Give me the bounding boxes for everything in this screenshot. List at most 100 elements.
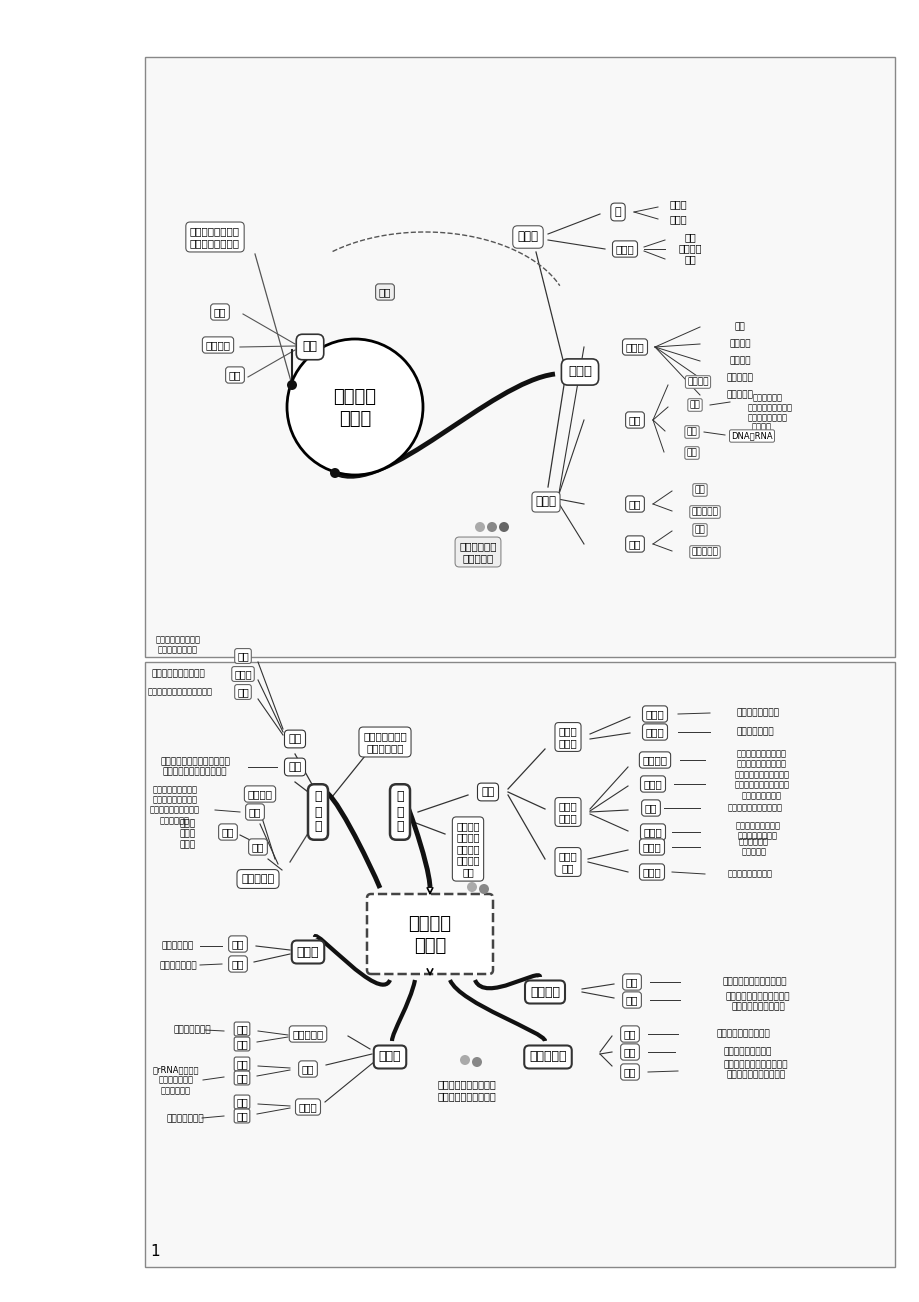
Text: 组成: 组成 [379,286,391,297]
Circle shape [474,522,484,533]
Text: 成分: 成分 [232,939,244,949]
Text: 蛋白质: 蛋白质 [625,342,643,352]
Text: 细胞骨架: 细胞骨架 [529,986,560,999]
Circle shape [486,522,496,533]
Text: 对来自内质网的蛋白质
进行加工、分类和包装: 对来自内质网的蛋白质 进行加工、分类和包装 [736,749,786,768]
Text: 的分子: 的分子 [338,410,370,428]
Text: 作用: 作用 [623,1029,636,1039]
Text: 化合物: 化合物 [567,366,591,379]
Text: 是遗传信息库，是细胞
代谢和遗传的控制中心: 是遗传信息库，是细胞 代谢和遗传的控制中心 [437,1079,496,1100]
Text: 蛋白质纤维组成的网状结构: 蛋白质纤维组成的网状结构 [722,978,787,987]
Text: 状态: 状态 [623,1047,636,1057]
Text: 功能: 功能 [232,960,244,969]
Text: 染色质: 染色质 [299,1101,317,1112]
Circle shape [287,339,423,475]
Text: 细胞核: 细胞核 [379,1051,401,1064]
Text: 结合水: 结合水 [668,214,686,224]
Text: 磷脂是构成细胞膜的重要成分: 磷脂是构成细胞膜的重要成分 [147,687,212,697]
Text: 存在形式: 存在形式 [205,340,231,350]
Text: 水: 水 [614,207,620,217]
Text: 元素: 元素 [302,341,317,354]
Text: 组成: 组成 [625,976,638,987]
Text: 组成细胞: 组成细胞 [333,388,376,406]
Text: 本结构: 本结构 [414,937,446,954]
Text: 中心体: 中心体 [642,867,661,878]
Text: 内质网: 内质网 [643,779,662,789]
Text: 自由水: 自由水 [668,199,686,210]
Text: 核酸分子的多样性: 核酸分子的多样性 [747,414,788,423]
Text: 脂质: 脂质 [237,687,249,697]
Text: 功能: 功能 [684,254,695,264]
Text: 蛋白质: 蛋白质 [234,669,252,680]
Text: 功能: 功能 [248,807,261,816]
Text: 结构: 结构 [236,1098,247,1107]
Text: 核仁: 核仁 [301,1064,314,1074]
Text: 糖类: 糖类 [237,651,249,661]
Text: 细
胞
器: 细 胞 器 [396,790,403,833]
Text: 细胞的基: 细胞的基 [408,915,451,934]
Text: 含量: 含量 [684,232,695,242]
Text: 生物膜系统: 生物膜系统 [241,874,274,884]
Text: 作用: 作用 [229,370,241,380]
Text: 高尔基体: 高尔基体 [641,755,667,766]
Text: 液泡: 液泡 [644,803,656,812]
Text: 概念: 概念 [252,842,264,852]
Text: 遗传物质的载体: 遗传物质的载体 [166,1115,204,1124]
Circle shape [479,884,489,894]
Text: 和特异性: 和特异性 [751,423,771,431]
Circle shape [287,380,297,391]
Text: 分子结构: 分子结构 [729,357,750,366]
Text: 元素: 元素 [694,526,705,535]
Text: 含有多种水解酶，可
分解细胞器和病毒: 含有多种水解酶，可 分解细胞器和病毒 [734,822,779,841]
Text: 研究意义: 研究意义 [247,789,272,799]
Bar [145,57,894,658]
Text: 实验：用
高倍显微
镜观察叶
绿体和线
粒体: 实验：用 高倍显微 镜观察叶 绿体和线 粒体 [456,820,479,878]
Text: 增大膜面积，与蛋白质、
脂质和糖类的合成有关，
蛋白质的运输通道: 增大膜面积，与蛋白质、 脂质和糖类的合成有关， 蛋白质的运输通道 [733,769,789,799]
Text: 无膜细
胞器: 无膜细 胞器 [558,852,577,872]
Text: 种类及作用: 种类及作用 [691,548,718,556]
Text: 功能: 功能 [236,1039,247,1049]
Text: 脂质: 脂质 [628,539,641,549]
Text: 溶酶体: 溶酶体 [643,827,662,837]
Text: 是rRNA合成、加
工和核糖体亚单
位的装配场所: 是rRNA合成、加 工和核糖体亚单 位的装配场所 [153,1065,199,1095]
Text: 功能: 功能 [288,762,301,772]
Text: 含量: 含量 [734,323,744,332]
Text: DNA和RNA: DNA和RNA [731,431,772,440]
Text: 核糖体: 核糖体 [642,842,661,852]
Text: 种类及作用: 种类及作用 [691,508,718,517]
Text: 基本组成单位: 基本组成单位 [752,393,782,402]
Text: 氨基酸合成蛋
白质的场所: 氨基酸合成蛋 白质的场所 [738,837,768,857]
Text: 无机物: 无机物 [516,230,538,243]
Text: 功能: 功能 [686,448,697,457]
Text: 保护、物质交换、能
量转化、信息传递等
提供酶的附着位点、使
细胞内区域化: 保护、物质交换、能 量转化、信息传递等 提供酶的附着位点、使 细胞内区域化 [150,785,199,825]
Text: 核酸: 核酸 [628,415,641,424]
Text: 无机盐: 无机盐 [615,243,634,254]
Text: 光合作用的场所: 光合作用的场所 [735,728,773,737]
Text: 糖类: 糖类 [628,499,641,509]
Text: 功能多样性: 功能多样性 [726,391,753,400]
Text: 细胞质基质: 细胞质基质 [528,1051,566,1064]
Text: 保护、支持作用: 保护、支持作用 [159,961,197,970]
Text: 功能: 功能 [236,1111,247,1121]
Text: 双层膜
细胞器: 双层膜 细胞器 [558,727,577,747]
Text: 成分上
结构上
功能上: 成分上 结构上 功能上 [180,819,196,849]
Text: 是不断流动的胶质状: 是不断流动的胶质状 [723,1048,771,1056]
Text: 核膜和核孔: 核膜和核孔 [292,1029,323,1039]
Text: 线粒体: 线粒体 [645,710,664,719]
Text: 化学反应的场所: 化学反应的场所 [173,1026,210,1035]
Circle shape [498,522,508,533]
Text: 类型: 类型 [481,786,494,797]
Text: 与膜蛋白或膜脂结合
合成糖蛋白或糖脂: 与膜蛋白或膜脂结合 合成糖蛋白或糖脂 [155,635,200,655]
Text: 水、无机盐、脂质、糖类、
氨基酸、核苷酸和多种酶: 水、无机盐、脂质、糖类、 氨基酸、核苷酸和多种酶 [723,1060,788,1079]
Text: 实验：体验制备
细胞膜的方法: 实验：体验制备 细胞膜的方法 [363,732,406,753]
Text: 结构多样性: 结构多样性 [726,374,753,383]
Text: 成分: 成分 [623,1068,636,1077]
FancyBboxPatch shape [367,894,493,974]
Text: 核酸连接而成的长链: 核酸连接而成的长链 [746,404,791,413]
Text: 纤维素和果胶: 纤维素和果胶 [162,941,194,950]
Circle shape [460,1055,470,1065]
Text: 存在形式: 存在形式 [677,243,701,253]
Text: 与细胞有丝分裂有关: 与细胞有丝分裂有关 [727,870,772,879]
Text: 结构: 结构 [236,1023,247,1034]
Text: 生命活动的主要承担者: 生命活动的主要承担者 [151,669,205,678]
